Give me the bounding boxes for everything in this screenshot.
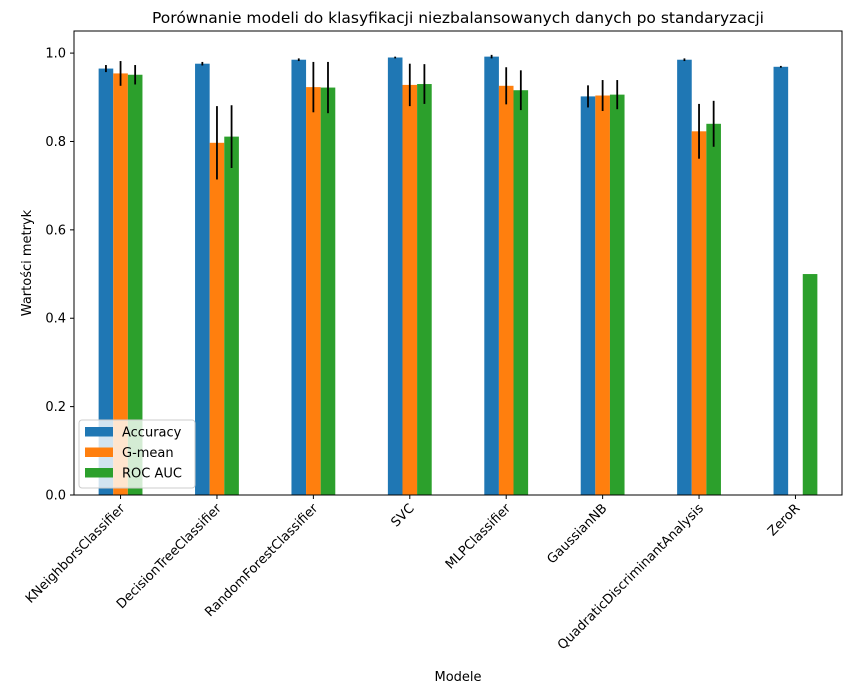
bar-roc-auc-gaussiannb [609, 94, 625, 495]
legend-label: Accuracy [122, 426, 182, 441]
y-tick-label: 0.6 [45, 223, 66, 238]
bar-roc-auc-mlpclassifier [513, 90, 529, 495]
bar-accuracy-svc [387, 57, 403, 495]
bar-accuracy-randomforestclassifier [291, 59, 307, 495]
chart-title: Porównanie modeli do klasyfikacji niezba… [152, 9, 764, 27]
legend-label: ROC AUC [122, 467, 182, 482]
plot-area-frame [73, 30, 843, 496]
bar-g-mean-gaussiannb [595, 95, 610, 496]
bar-g-mean-svc [402, 84, 418, 495]
y-tick-label: 0.0 [45, 489, 66, 504]
bar-accuracy-zeror [773, 66, 789, 495]
bar-g-mean-quadraticdiscriminantanalysis [691, 131, 707, 495]
x-tick-label: KNeighborsClassifier [23, 501, 129, 607]
bar-accuracy-quadraticdiscriminantanalysis [677, 59, 692, 495]
legend-swatch [85, 427, 113, 437]
bar-accuracy-mlpclassifier [484, 56, 499, 495]
legend-swatch [85, 447, 113, 457]
x-tick-label: GaussianNB [544, 501, 610, 567]
bar-roc-auc-svc [417, 84, 432, 495]
y-axis: 0.0 0.2 0.4 0.6 0.8 1.0 [45, 47, 74, 504]
y-tick-label: 0.8 [45, 135, 66, 150]
y-axis-label: Wartości metryk [20, 209, 35, 316]
x-tick-label: RandomForestClassifier [202, 501, 321, 620]
bar-roc-auc-zeror [802, 274, 818, 495]
x-tick-label: DecisionTreeClassifier [114, 501, 225, 612]
bar-g-mean-decisiontreeclassifier [209, 142, 225, 496]
bar-roc-auc-kneighborsclassifier [127, 74, 143, 495]
x-axis: KNeighborsClassifierDecisionTreeClassifi… [23, 495, 803, 653]
x-tick-label: MLPClassifier [443, 501, 515, 573]
bar-g-mean-kneighborsclassifier [113, 73, 128, 496]
bar-roc-auc-quadraticdiscriminantanalysis [706, 123, 721, 496]
x-tick-label: ZeroR [765, 501, 803, 539]
legend-label: G-mean [122, 446, 174, 461]
bar-accuracy-decisiontreeclassifier [195, 63, 210, 495]
bar-accuracy-kneighborsclassifier [98, 68, 114, 495]
y-tick-label: 0.2 [45, 400, 66, 415]
bar-accuracy-gaussiannb [580, 96, 596, 496]
bar-roc-auc-randomforestclassifier [320, 87, 336, 495]
bar-g-mean-mlpclassifier [498, 85, 514, 496]
y-tick-label: 0.4 [45, 312, 66, 327]
legend: Accuracy G-mean ROC AUC [78, 419, 196, 489]
bars-layer [98, 56, 818, 496]
legend-swatch [85, 468, 113, 478]
bar-roc-auc-decisiontreeclassifier [224, 136, 239, 495]
error-bars-layer [105, 54, 782, 180]
x-tick-label: SVC [388, 501, 417, 530]
x-axis-label: Modele [434, 670, 481, 685]
bar-g-mean-randomforestclassifier [306, 87, 321, 496]
y-tick-label: 1.0 [45, 47, 66, 62]
